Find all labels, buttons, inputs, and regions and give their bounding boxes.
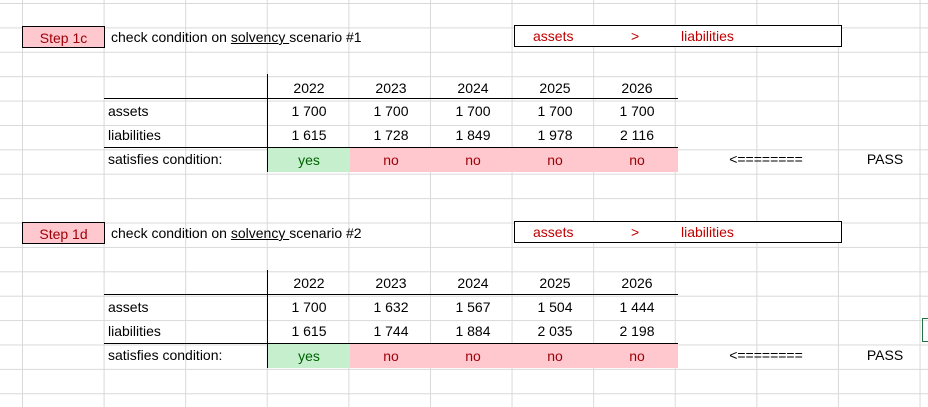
table-top-border: [104, 294, 678, 295]
row-label-assets[interactable]: assets: [108, 103, 149, 119]
satisfies-cell-no[interactable]: no: [350, 344, 432, 368]
table-cell[interactable]: 1 632: [373, 299, 409, 315]
row-label-satisfies[interactable]: satisfies condition:: [108, 347, 223, 363]
result-arrow[interactable]: <========: [729, 151, 803, 167]
satisfies-top-border: [104, 147, 678, 148]
table-cell[interactable]: 1 615: [291, 127, 327, 143]
block-title: check condition on solvency scenario #2: [111, 222, 362, 244]
result-pass[interactable]: PASS: [866, 151, 904, 167]
title-suffix: scenario #1: [289, 29, 362, 45]
year-header[interactable]: 2022: [293, 80, 325, 96]
step-label[interactable]: Step 1c: [22, 26, 105, 48]
condition-operator[interactable]: >: [631, 28, 640, 44]
table-cell[interactable]: 1 700: [291, 299, 327, 315]
condition-left[interactable]: assets: [533, 224, 574, 240]
table-cell[interactable]: 2 198: [619, 323, 655, 339]
table-cell[interactable]: 1 700: [373, 103, 409, 119]
satisfies-cell-yes[interactable]: yes: [268, 148, 350, 172]
block-title: check condition on solvency scenario #1: [111, 26, 362, 48]
step-label[interactable]: Step 1d: [22, 222, 105, 244]
satisfies-cell-yes[interactable]: yes: [268, 344, 350, 368]
condition-box: assets > liabilities: [514, 221, 842, 243]
row-label-liabilities[interactable]: liabilities: [108, 127, 161, 143]
satisfies-cell-no[interactable]: no: [432, 148, 514, 172]
year-header[interactable]: 2022: [293, 275, 325, 291]
result-arrow[interactable]: <========: [729, 347, 803, 363]
table-cell[interactable]: 1 884: [455, 323, 491, 339]
condition-left[interactable]: assets: [533, 28, 574, 44]
year-header[interactable]: 2023: [375, 275, 407, 291]
title-prefix: check condition on: [111, 225, 231, 241]
table-cell[interactable]: 1 978: [537, 127, 573, 143]
table-cell[interactable]: 2 116: [620, 127, 654, 143]
selected-cell-indicator[interactable]: [922, 318, 928, 342]
table-cell[interactable]: 1 700: [291, 103, 327, 119]
table-cell[interactable]: 1 700: [537, 103, 573, 119]
condition-right[interactable]: liabilities: [681, 28, 734, 44]
table-cell[interactable]: 1 744: [373, 323, 409, 339]
year-header[interactable]: 2026: [621, 275, 653, 291]
condition-box: assets > liabilities: [514, 25, 842, 47]
satisfies-cell-no[interactable]: no: [596, 148, 678, 172]
year-header[interactable]: 2024: [457, 80, 489, 96]
table-cell[interactable]: 1 700: [619, 103, 655, 119]
title-prefix: check condition on: [111, 29, 231, 45]
table-cell[interactable]: 2 035: [537, 323, 573, 339]
satisfies-cell-no[interactable]: no: [514, 148, 596, 172]
table-cell[interactable]: 1 849: [455, 127, 491, 143]
row-label-satisfies[interactable]: satisfies condition:: [108, 151, 223, 167]
satisfies-cell-no[interactable]: no: [350, 148, 432, 172]
table-cell[interactable]: 1 700: [455, 103, 491, 119]
result-pass[interactable]: PASS: [866, 347, 904, 363]
table-cell[interactable]: 1 728: [373, 127, 409, 143]
condition-operator[interactable]: >: [631, 224, 640, 240]
condition-right[interactable]: liabilities: [681, 224, 734, 240]
table-cell[interactable]: 1 444: [619, 299, 655, 315]
year-header[interactable]: 2025: [539, 275, 571, 291]
year-header[interactable]: 2025: [539, 80, 571, 96]
row-label-liabilities[interactable]: liabilities: [108, 323, 161, 339]
table-cell[interactable]: 1 615: [291, 323, 327, 339]
table-cell[interactable]: 1 504: [537, 299, 573, 315]
row-label-assets[interactable]: assets: [108, 299, 149, 315]
satisfies-cell-no[interactable]: no: [514, 344, 596, 368]
year-header[interactable]: 2026: [621, 80, 653, 96]
satisfies-top-border: [104, 343, 678, 344]
table-divider: [267, 74, 268, 172]
solvency-link[interactable]: solvency: [230, 225, 290, 241]
table-cell[interactable]: 1 567: [455, 299, 491, 315]
satisfies-cell-no[interactable]: no: [596, 344, 678, 368]
satisfies-cell-no[interactable]: no: [432, 344, 514, 368]
table-divider: [267, 270, 268, 368]
title-suffix: scenario #2: [289, 225, 362, 241]
solvency-link[interactable]: solvency: [230, 29, 290, 45]
year-header[interactable]: 2023: [375, 80, 407, 96]
table-top-border: [104, 98, 678, 99]
year-header[interactable]: 2024: [457, 275, 489, 291]
